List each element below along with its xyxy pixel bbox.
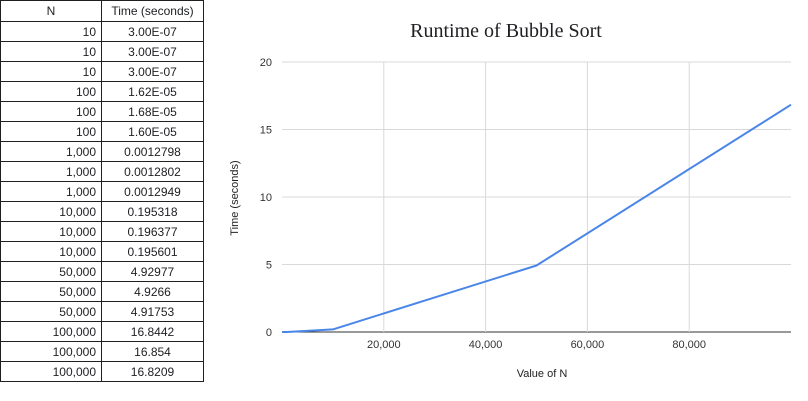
x-axis-label: Value of N <box>517 368 568 380</box>
y-axis-label: Time (seconds) <box>229 160 241 235</box>
cell-n[interactable]: 10,000 <box>0 221 102 242</box>
cell-time[interactable]: 0.195318 <box>101 201 204 222</box>
table-row: 10 3.00E-07 <box>0 41 204 62</box>
table-row: 10,000 0.196377 <box>0 221 204 242</box>
cell-time[interactable]: 1.60E-05 <box>101 121 204 142</box>
cell-n[interactable]: 50,000 <box>0 301 102 322</box>
chart-svg: Runtime of Bubble Sort 0 5 10 15 20 20,000 40,… <box>204 0 808 401</box>
cell-time[interactable]: 16.8209 <box>101 361 204 382</box>
cell-time[interactable]: 3.00E-07 <box>101 61 204 82</box>
table-row: 50,000 4.91753 <box>0 301 204 322</box>
series-lines <box>281 103 792 333</box>
cell-n[interactable]: 1,000 <box>0 181 102 202</box>
series-line <box>281 103 792 333</box>
table-row: 1,000 0.0012798 <box>0 141 204 162</box>
cell-time[interactable]: 1.68E-05 <box>101 101 204 122</box>
column-header-time[interactable]: Time (seconds) <box>101 0 204 22</box>
y-tick-label: 10 <box>260 192 272 204</box>
table-row: 100 1.60E-05 <box>0 121 204 142</box>
cell-n[interactable]: 50,000 <box>0 281 102 302</box>
y-tick-label: 0 <box>266 327 272 339</box>
spreadsheet: N Time (seconds) 10 3.00E-07 10 3.00E-07 10 3… <box>0 0 204 401</box>
cell-n[interactable]: 100,000 <box>0 341 102 362</box>
cell-n[interactable]: 100 <box>0 101 102 122</box>
y-tick-label: 15 <box>260 125 272 137</box>
x-tick-label: 20,000 <box>367 339 401 351</box>
table-row: 100,000 16.8442 <box>0 321 204 342</box>
cell-time[interactable]: 4.92977 <box>101 261 204 282</box>
cell-time[interactable]: 3.00E-07 <box>101 41 204 62</box>
table-row: 10,000 0.195601 <box>0 241 204 262</box>
cell-time[interactable]: 4.9266 <box>101 281 204 302</box>
column-header-n[interactable]: N <box>0 0 102 22</box>
x-tick-label: 40,000 <box>469 339 503 351</box>
cell-time[interactable]: 3.00E-07 <box>101 21 204 42</box>
table-body: 10 3.00E-07 10 3.00E-07 10 3.00E-07 100 1.62E-0… <box>0 21 204 382</box>
table-row: 1,000 0.0012949 <box>0 181 204 202</box>
cell-time[interactable]: 0.0012798 <box>101 141 204 162</box>
cell-n[interactable]: 10 <box>0 41 102 62</box>
cell-n[interactable]: 1,000 <box>0 141 102 162</box>
table-row: 50,000 4.9266 <box>0 281 204 302</box>
data-table: N Time (seconds) 10 3.00E-07 10 3.00E-07 10 3… <box>0 0 204 382</box>
cell-n[interactable]: 1,000 <box>0 161 102 182</box>
cell-n[interactable]: 10,000 <box>0 201 102 222</box>
table-row: 10 3.00E-07 <box>0 61 204 82</box>
cell-n[interactable]: 100 <box>0 81 102 102</box>
chart-title: Runtime of Bubble Sort <box>410 20 602 42</box>
table-row: 100 1.68E-05 <box>0 101 204 122</box>
grid <box>282 61 791 333</box>
cell-n[interactable]: 10 <box>0 21 102 42</box>
table-row: 10,000 0.195318 <box>0 201 204 222</box>
table-row: 10 3.00E-07 <box>0 21 204 42</box>
table-header-row: N Time (seconds) <box>0 0 204 22</box>
cell-n[interactable]: 100,000 <box>0 361 102 382</box>
x-tick-label: 80,000 <box>672 339 706 351</box>
chart-background <box>204 0 808 401</box>
cell-n[interactable]: 100,000 <box>0 321 102 342</box>
cell-n[interactable]: 100 <box>0 121 102 142</box>
y-tick-label: 5 <box>266 260 272 272</box>
cell-n[interactable]: 10 <box>0 61 102 82</box>
table-row: 100,000 16.8209 <box>0 361 204 382</box>
y-tick-label: 20 <box>260 57 272 69</box>
cell-time[interactable]: 16.854 <box>101 341 204 362</box>
cell-n[interactable]: 50,000 <box>0 261 102 282</box>
cell-time[interactable]: 0.195601 <box>101 241 204 262</box>
table-row: 100,000 16.854 <box>0 341 204 362</box>
table-row: 100 1.62E-05 <box>0 81 204 102</box>
cell-time[interactable]: 0.0012949 <box>101 181 204 202</box>
cell-n[interactable]: 10,000 <box>0 241 102 262</box>
cell-time[interactable]: 0.0012802 <box>101 161 204 182</box>
x-tick-label: 60,000 <box>571 339 605 351</box>
tick-labels: 0 5 10 15 20 20,000 40,000 60,000 80,000 <box>260 57 706 351</box>
cell-time[interactable]: 4.91753 <box>101 301 204 322</box>
table-row: 50,000 4.92977 <box>0 261 204 282</box>
chart: Runtime of Bubble Sort 0 5 10 15 20 20,000 40,… <box>204 0 808 401</box>
cell-time[interactable]: 0.196377 <box>101 221 204 242</box>
cell-time[interactable]: 1.62E-05 <box>101 81 204 102</box>
table-row: 1,000 0.0012802 <box>0 161 204 182</box>
cell-time[interactable]: 16.8442 <box>101 321 204 342</box>
